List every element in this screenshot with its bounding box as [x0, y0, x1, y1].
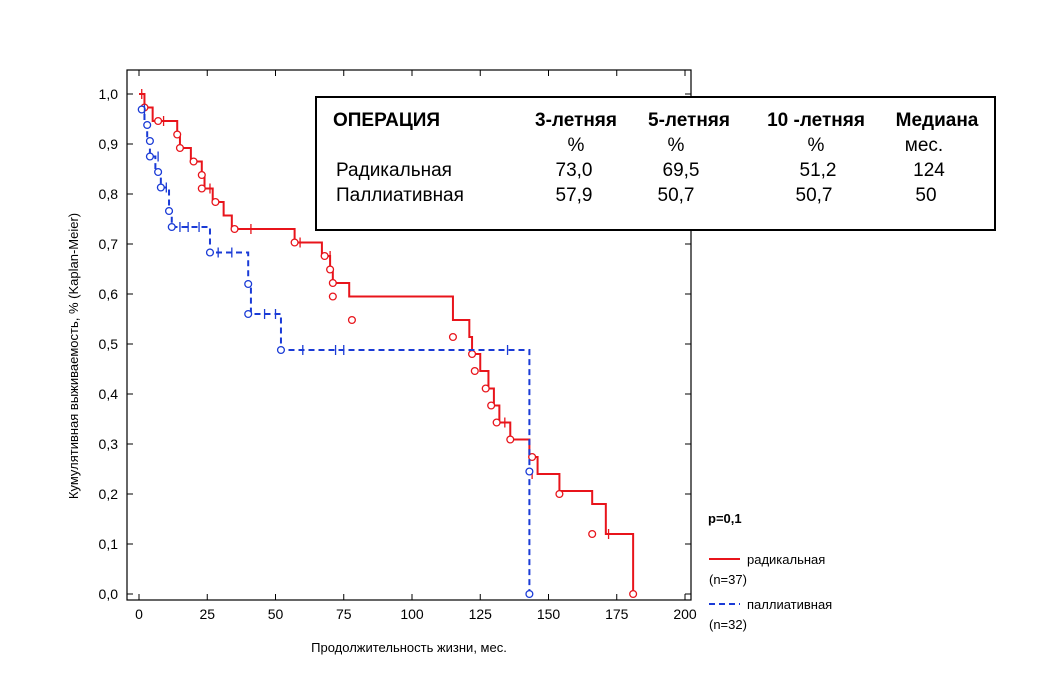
series-palliative	[137, 104, 534, 599]
summary-table: ОПЕРАЦИЯ 3-летняя 5-летняя 10 -летняя Ме…	[315, 96, 996, 231]
legend-label-radical: радикальная	[747, 552, 825, 567]
x-tick-label: 125	[469, 606, 493, 622]
event-point	[448, 332, 458, 342]
table-row-palliative-5yr: 50,7	[658, 185, 695, 206]
event-point	[211, 197, 220, 207]
x-tick-label: 75	[336, 606, 352, 622]
table-subheader-10yr: %	[808, 135, 825, 156]
event-point	[347, 315, 356, 325]
event-point	[189, 157, 198, 166]
legend-count-palliative: (n=32)	[709, 617, 747, 632]
event-point	[244, 309, 253, 319]
event-point	[290, 238, 299, 247]
legend-label-palliative: паллиативная	[747, 597, 832, 612]
table-row-palliative-median: 50	[915, 185, 936, 206]
y-tick-label: 0,5	[99, 336, 119, 352]
event-point	[629, 589, 638, 599]
table-subheader-5yr: %	[668, 135, 685, 156]
y-tick-label: 0,9	[99, 136, 119, 152]
event-point	[528, 452, 537, 462]
y-axis-title: Кумулятивная выживаемость, % (Kaplan-Mei…	[66, 213, 81, 499]
x-axis-title: Продолжительность жизни, мес.	[311, 640, 507, 655]
y-tick-label: 0,3	[99, 436, 119, 452]
event-point	[481, 384, 490, 393]
x-tick-label: 175	[605, 606, 629, 622]
table-subheader-3yr: %	[568, 135, 585, 156]
summary-table-box	[315, 96, 996, 231]
event-point	[492, 418, 501, 427]
event-point	[154, 116, 163, 126]
event-point	[328, 278, 337, 288]
x-tick-label: 50	[268, 606, 284, 622]
x-axis: 0 25 50 75 100 125 150 175 200	[135, 70, 697, 622]
event-point	[244, 279, 253, 289]
event-point	[470, 366, 479, 376]
event-point	[175, 143, 185, 153]
table-row-radical-10yr: 51,2	[800, 160, 837, 181]
event-point	[588, 529, 597, 539]
x-tick-label: 100	[400, 606, 424, 622]
table-header-3yr: 3-летняя	[535, 110, 617, 131]
table-row-radical-3yr: 73,0	[556, 160, 593, 181]
table-row-palliative-label: Паллиативная	[336, 185, 464, 206]
event-point	[555, 489, 564, 499]
y-tick-label: 0,1	[99, 536, 119, 552]
event-point	[197, 170, 206, 180]
table-header-5yr: 5-летняя	[648, 110, 730, 131]
y-tick-label: 0,6	[99, 286, 119, 302]
event-point	[164, 206, 174, 216]
table-row-radical-label: Радикальная	[336, 160, 452, 181]
table-row-radical-5yr: 69,5	[663, 160, 700, 181]
table-row-radical-median: 124	[913, 160, 945, 181]
y-tick-label: 0,2	[99, 486, 119, 502]
event-point	[230, 224, 239, 234]
event-point	[173, 130, 182, 139]
y-tick-label: 0,7	[99, 236, 119, 252]
table-header-median: Медиана	[896, 110, 979, 131]
event-point	[167, 222, 176, 232]
y-tick-label: 0,4	[99, 386, 119, 402]
event-point	[487, 401, 496, 410]
table-header-operation: ОПЕРАЦИЯ	[333, 110, 440, 131]
event-point	[525, 589, 534, 599]
event-point	[525, 467, 534, 476]
x-tick-label: 25	[199, 606, 215, 622]
table-row-palliative-10yr: 50,7	[796, 185, 833, 206]
event-point	[143, 120, 152, 130]
event-point	[468, 349, 477, 359]
x-tick-label: 200	[673, 606, 697, 622]
x-tick-label: 150	[537, 606, 561, 622]
event-point	[145, 152, 154, 161]
y-tick-label: 1,0	[99, 86, 119, 102]
y-axis: 0,0 0,1 0,2 0,3 0,4 0,5 0,6 0,7 0,8 0,9 1,0	[99, 86, 691, 602]
event-point	[154, 167, 163, 177]
table-subheader-median: мес.	[905, 135, 943, 156]
legend: радикальная (n=37) паллиативная (n=32)	[709, 552, 832, 632]
event-point	[328, 292, 337, 301]
series-layer	[137, 89, 638, 599]
y-tick-label: 0,8	[99, 186, 119, 202]
event-point	[506, 435, 515, 444]
table-row-palliative-3yr: 57,9	[556, 185, 593, 206]
table-header-10yr: 10 -летняя	[767, 110, 865, 131]
x-tick-label: 0	[135, 606, 143, 622]
p-value-label: p=0,1	[708, 511, 742, 526]
event-point	[205, 248, 215, 257]
event-point	[276, 345, 286, 355]
event-point	[156, 183, 165, 192]
event-point	[137, 105, 146, 114]
plot-frame	[126, 69, 692, 601]
event-point	[145, 136, 154, 146]
event-point	[326, 265, 335, 274]
y-tick-label: 0,0	[99, 586, 119, 602]
event-point	[320, 251, 329, 261]
legend-count-radical: (n=37)	[709, 572, 747, 587]
event-point	[197, 184, 206, 193]
